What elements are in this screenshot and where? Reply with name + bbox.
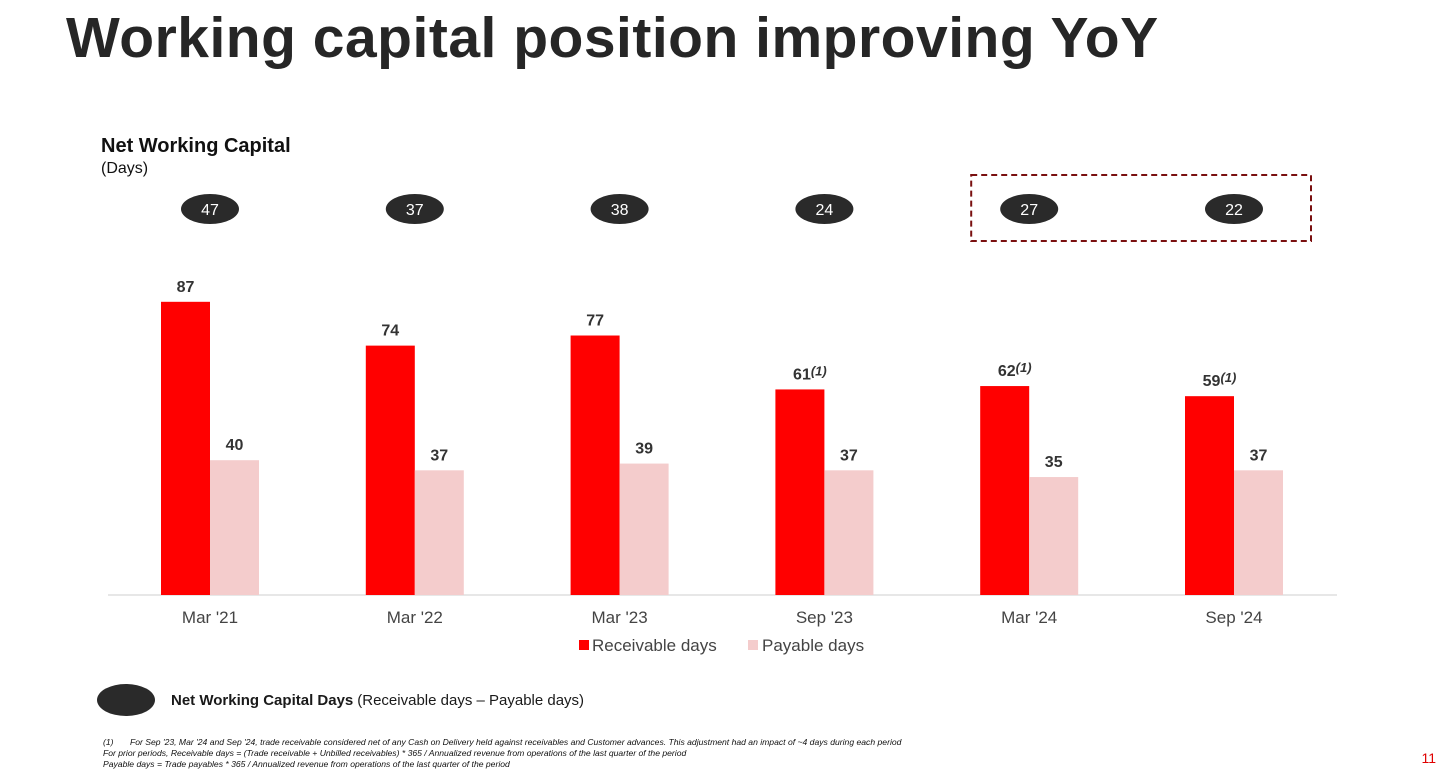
bar-receivable-sep-24 [1185,396,1234,595]
footnotes: (1) For Sep '23, Mar '24 and Sep '24, tr… [103,737,901,770]
legend-label-payable: Payable days [762,636,864,655]
data-label-payable-mar-22: 37 [430,447,448,464]
nwc-oval-mar-21 [181,194,239,224]
bar-receivable-mar-23 [570,335,620,595]
footnote-ref-sep-24: (1) [1220,370,1236,385]
x-tick-label-mar-24: Mar '24 [1001,608,1057,627]
nwc-legend: Net Working Capital Days (Receivable day… [97,683,584,717]
footnote-marker: (1) [103,737,114,747]
highlight-box [970,174,1312,242]
page-title: Working capital position improving YoY [66,6,1159,70]
footnote-line-2: For prior periods, Receivable days = (Tr… [103,748,687,758]
bar-payable-sep-24 [1234,470,1283,595]
legend-swatch-payable [748,640,758,650]
nwc-value-mar-22: 37 [406,202,424,219]
nwc-legend-formula: (Receivable days – Payable days) [357,691,585,709]
bar-payable-mar-22 [414,470,464,595]
bar-payable-mar-23 [619,463,669,595]
data-label-receivable-sep-24: 59(1) [1203,370,1237,390]
chart-subtitle: (Days) [101,160,149,177]
bar-chart: 87 40 Mar '21 47 74 37 Mar '22 37 77 39 Mar '23 38 6… [108,174,1337,655]
x-tick-label-mar-23: Mar '23 [592,608,648,627]
bar-payable-mar-24 [1029,477,1079,595]
nwc-legend-label: Net Working Capital Days [171,691,354,709]
data-label-payable-mar-24: 35 [1045,454,1063,471]
bar-receivable-mar-24 [980,386,1030,595]
bar-receivable-mar-21 [161,301,210,595]
data-label-payable-mar-23: 39 [635,441,653,458]
data-label-receivable-mar-24: 62(1) [998,360,1032,380]
bar-receivable-mar-22 [365,345,415,595]
x-tick-label-mar-21: Mar '21 [182,608,238,627]
nwc-oval-mar-22 [385,194,444,224]
footnote-ref-mar-24: (1) [1016,360,1032,375]
data-label-payable-sep-24: 37 [1250,447,1268,464]
bar-payable-mar-21 [210,460,259,595]
data-label-receivable-mar-22: 74 [381,323,399,340]
nwc-value-mar-21: 47 [201,202,219,219]
nwc-oval-mar-24 [1000,194,1059,224]
nwc-value-sep-24: 22 [1225,202,1243,219]
nwc-oval-mar-23 [590,194,649,224]
nwc-oval-sep-23 [795,194,854,224]
nwc-value-mar-23: 38 [611,202,629,219]
footnote-line-1: For Sep '23, Mar '24 and Sep '24, trade … [130,737,902,747]
page-number: 11 [1421,750,1436,766]
footnote-ref-sep-23: (1) [811,363,827,378]
nwc-oval-icon [97,684,155,716]
bar-receivable-sep-23 [775,389,825,595]
chart-title: Net Working Capital [101,135,291,157]
nwc-value-sep-23: 24 [816,202,834,219]
x-tick-label-mar-22: Mar '22 [387,608,443,627]
data-label-receivable-mar-23: 77 [586,313,604,330]
data-label-payable-mar-21: 40 [226,437,244,454]
x-tick-label-sep-23: Sep '23 [796,608,853,627]
data-label-receivable-sep-23: 61(1) [793,363,827,383]
data-label-receivable-mar-21: 87 [177,279,195,296]
data-label-payable-sep-23: 37 [840,447,858,464]
legend-swatch-receivable [579,640,589,650]
nwc-value-mar-24: 27 [1020,202,1038,219]
x-tick-label-sep-24: Sep '24 [1205,608,1262,627]
legend-label-receivable: Receivable days [592,636,717,655]
nwc-oval-sep-24 [1205,194,1263,224]
bar-payable-sep-23 [824,470,874,595]
footnote-line-3: Payable days = Trade payables * 365 / An… [103,759,510,769]
